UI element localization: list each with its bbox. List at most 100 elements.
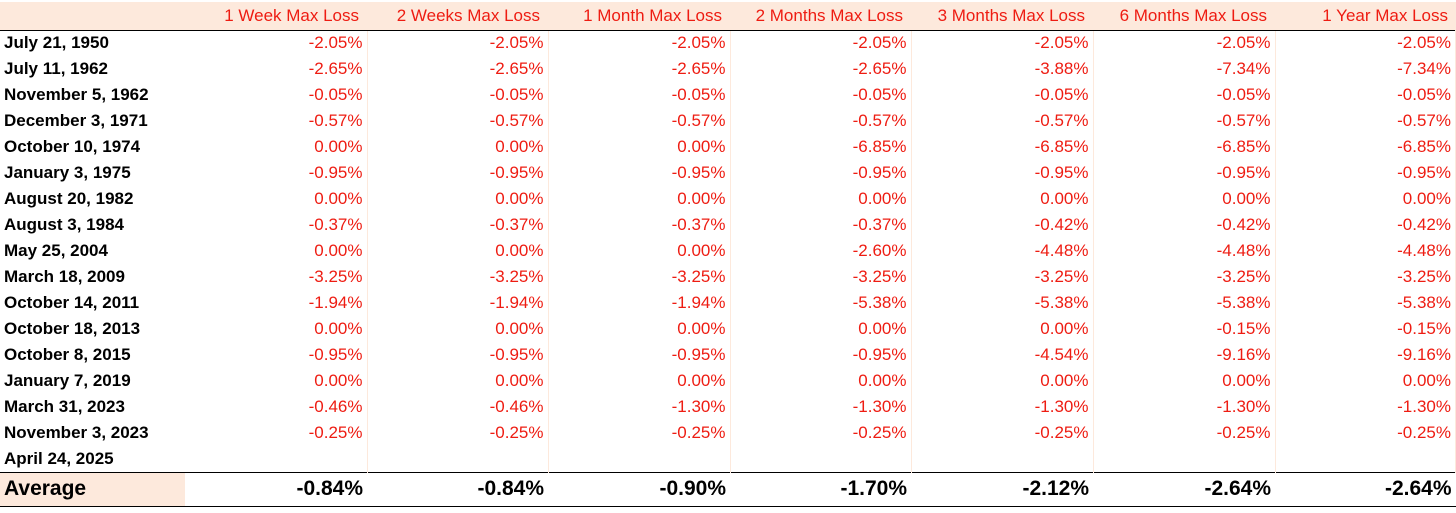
cell-2-weeks: -0.95% bbox=[367, 342, 549, 368]
cell-1-week bbox=[185, 446, 368, 472]
cell-1-week: -2.65% bbox=[185, 56, 368, 82]
row-date: October 10, 1974 bbox=[0, 134, 185, 160]
cell-1-week: -0.25% bbox=[185, 420, 368, 446]
cell-2-weeks: -0.37% bbox=[367, 212, 549, 238]
cell-2-months: -2.65% bbox=[730, 56, 912, 82]
cell-1-month: -3.25% bbox=[548, 264, 731, 290]
cell-2-weeks: -0.46% bbox=[367, 394, 549, 420]
average-label: Average bbox=[0, 471, 185, 507]
cell-1-month: 0.00% bbox=[548, 316, 731, 342]
cell-3-months: 0.00% bbox=[911, 316, 1094, 342]
row-date: October 18, 2013 bbox=[0, 316, 185, 342]
cell-6-months: -0.57% bbox=[1093, 108, 1276, 134]
cell-1-year: -6.85% bbox=[1275, 134, 1456, 160]
cell-3-months bbox=[911, 446, 1094, 472]
cell-6-months: 0.00% bbox=[1093, 368, 1276, 394]
cell-2-weeks: 0.00% bbox=[367, 368, 549, 394]
cell-1-week: -0.46% bbox=[185, 394, 368, 420]
row-date: April 24, 2025 bbox=[0, 446, 185, 472]
cell-1-year: -2.05% bbox=[1275, 30, 1456, 56]
cell-2-months: -0.95% bbox=[730, 342, 912, 368]
cell-2-months: -1.30% bbox=[730, 394, 912, 420]
cell-6-months bbox=[1093, 446, 1276, 472]
average-value-2-weeks: -0.84% bbox=[367, 471, 548, 507]
cell-3-months: -2.05% bbox=[911, 30, 1094, 56]
row-date: December 3, 1971 bbox=[0, 108, 185, 134]
cell-1-month: -0.05% bbox=[548, 82, 731, 108]
cell-1-month: -1.94% bbox=[548, 290, 731, 316]
row-date: March 31, 2023 bbox=[0, 394, 185, 420]
cell-3-months: -1.30% bbox=[911, 394, 1094, 420]
cell-6-months: -9.16% bbox=[1093, 342, 1276, 368]
cell-2-weeks bbox=[367, 446, 549, 472]
table-row: October 8, 2015 -0.95% -0.95% -0.95% -0.95% -… bbox=[0, 342, 1456, 368]
cell-2-months: -0.95% bbox=[730, 160, 912, 186]
row-date: May 25, 2004 bbox=[0, 238, 185, 264]
table-row: April 24, 2025 bbox=[0, 446, 1456, 472]
cell-1-month: 0.00% bbox=[548, 238, 731, 264]
cell-3-months: -3.88% bbox=[911, 56, 1094, 82]
cell-6-months: -0.05% bbox=[1093, 82, 1276, 108]
cell-1-year: -1.30% bbox=[1275, 394, 1456, 420]
header-6-months: 6 Months Max Loss bbox=[1093, 2, 1275, 31]
cell-1-year: -5.38% bbox=[1275, 290, 1456, 316]
cell-2-weeks: -1.94% bbox=[367, 290, 549, 316]
cell-1-year: -0.42% bbox=[1275, 212, 1456, 238]
table-row: October 18, 2013 0.00% 0.00% 0.00% 0.00% 0.00… bbox=[0, 316, 1456, 342]
cell-2-months: -0.57% bbox=[730, 108, 912, 134]
cell-1-month: -1.30% bbox=[548, 394, 731, 420]
table-row: December 3, 1971 -0.57% -0.57% -0.57% -0.57%… bbox=[0, 108, 1456, 134]
table-row: August 20, 1982 0.00% 0.00% 0.00% 0.00% 0.00%… bbox=[0, 186, 1456, 212]
cell-2-months: 0.00% bbox=[730, 316, 912, 342]
average-value-6-months: -2.64% bbox=[1093, 471, 1275, 507]
average-value-1-week: -0.84% bbox=[185, 471, 367, 507]
table-row: July 11, 1962 -2.65% -2.65% -2.65% -2.65% -3.… bbox=[0, 56, 1456, 82]
cell-1-year: 0.00% bbox=[1275, 186, 1456, 212]
row-date: March 18, 2009 bbox=[0, 264, 185, 290]
cell-1-month: 0.00% bbox=[548, 368, 731, 394]
cell-1-year: -0.57% bbox=[1275, 108, 1456, 134]
row-date: August 3, 1984 bbox=[0, 212, 185, 238]
cell-3-months: -0.57% bbox=[911, 108, 1094, 134]
row-date: July 11, 1962 bbox=[0, 56, 185, 82]
cell-1-week: 0.00% bbox=[185, 316, 368, 342]
cell-3-months: -3.25% bbox=[911, 264, 1094, 290]
cell-6-months: -6.85% bbox=[1093, 134, 1276, 160]
header-corner-cell bbox=[0, 2, 185, 31]
cell-2-months: -2.05% bbox=[730, 30, 912, 56]
table-row: January 3, 1975 -0.95% -0.95% -0.95% -0.95% -… bbox=[0, 160, 1456, 186]
cell-1-month: -0.25% bbox=[548, 420, 731, 446]
cell-1-year: -4.48% bbox=[1275, 238, 1456, 264]
cell-1-month bbox=[548, 446, 731, 472]
cell-1-month: -0.57% bbox=[548, 108, 731, 134]
cell-2-months bbox=[730, 446, 912, 472]
cell-3-months: 0.00% bbox=[911, 186, 1094, 212]
cell-1-week: -1.94% bbox=[185, 290, 368, 316]
cell-3-months: -5.38% bbox=[911, 290, 1094, 316]
cell-6-months: -3.25% bbox=[1093, 264, 1276, 290]
cell-1-year: -0.25% bbox=[1275, 420, 1456, 446]
row-date: October 14, 2011 bbox=[0, 290, 185, 316]
table-row: August 3, 1984 -0.37% -0.37% -0.37% -0.37% -0… bbox=[0, 212, 1456, 238]
table-row: October 10, 1974 0.00% 0.00% 0.00% -6.85% -6.… bbox=[0, 134, 1456, 160]
cell-2-months: -0.05% bbox=[730, 82, 912, 108]
cell-2-weeks: -2.05% bbox=[367, 30, 549, 56]
table-row: March 31, 2023 -0.46% -0.46% -1.30% -1.30% -1… bbox=[0, 394, 1456, 420]
average-row: Average -0.84% -0.84% -0.90% -1.70% -2.1… bbox=[0, 471, 1456, 507]
cell-2-weeks: -0.05% bbox=[367, 82, 549, 108]
cell-2-months: -3.25% bbox=[730, 264, 912, 290]
table-row: March 18, 2009 -3.25% -3.25% -3.25% -3.25% -3… bbox=[0, 264, 1456, 290]
cell-1-year: -0.95% bbox=[1275, 160, 1456, 186]
cell-3-months: -0.25% bbox=[911, 420, 1094, 446]
cell-6-months: -5.38% bbox=[1093, 290, 1276, 316]
cell-2-months: -0.37% bbox=[730, 212, 912, 238]
table-row: May 25, 2004 0.00% 0.00% 0.00% -2.60% -4.48% -… bbox=[0, 238, 1456, 264]
header-1-month: 1 Month Max Loss bbox=[548, 2, 730, 31]
row-date: November 3, 2023 bbox=[0, 420, 185, 446]
cell-2-weeks: -0.25% bbox=[367, 420, 549, 446]
average-value-1-month: -0.90% bbox=[548, 471, 730, 507]
cell-1-week: 0.00% bbox=[185, 238, 368, 264]
cell-1-month: -0.95% bbox=[548, 342, 731, 368]
